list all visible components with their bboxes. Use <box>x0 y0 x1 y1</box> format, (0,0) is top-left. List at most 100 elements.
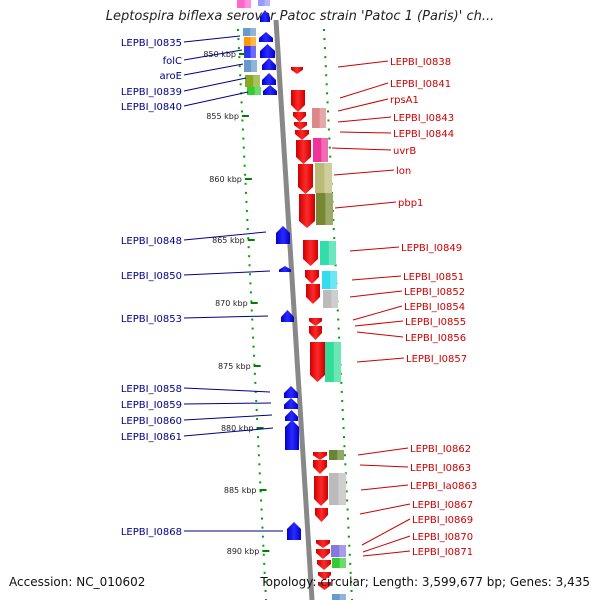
gene-label-right: LEPBI_I0841 <box>390 79 451 90</box>
gene-label-left: LEPBI_I0861 <box>121 432 182 443</box>
label-leader-line <box>183 427 274 437</box>
label-leader-line <box>339 131 392 134</box>
forward-gene-arrow <box>316 549 330 559</box>
forward-gene-arrow <box>314 476 328 506</box>
forward-gene-arrow <box>313 452 327 460</box>
label-leader-line <box>183 63 244 76</box>
gene-label-left: LEPBI_I0835 <box>121 38 182 49</box>
reverse-gene-arrow <box>285 420 299 450</box>
feature-box <box>244 46 256 58</box>
feature-box <box>244 60 257 72</box>
scale-tick: 875 kbp <box>218 362 261 371</box>
gene-label-right: LEPBI_I0856 <box>405 333 466 344</box>
gene-label-left: LEPBI_I0860 <box>121 416 182 427</box>
gene-label-left: LEPBI_I0868 <box>121 527 182 538</box>
forward-gene-arrow <box>309 326 322 340</box>
gene-label-right: LEPBI_I0838 <box>390 57 451 68</box>
gene-label-left: LEPBI_I0840 <box>121 102 182 113</box>
label-leader-line <box>333 169 395 176</box>
feature-box <box>258 0 270 6</box>
reverse-gene-arrow <box>279 266 291 272</box>
label-leader-line <box>349 290 403 298</box>
label-leader-line <box>356 331 404 338</box>
gene-label-right: rpsA1 <box>390 95 419 106</box>
feature-box <box>247 87 261 95</box>
feature-box <box>320 241 336 265</box>
forward-gene-arrow <box>315 508 328 522</box>
reverse-gene-arrow <box>262 58 276 70</box>
label-leader-line <box>354 320 404 327</box>
feature-box <box>329 450 344 460</box>
label-leader-line <box>360 484 409 491</box>
reverse-gene-arrow <box>287 522 301 540</box>
reverse-gene-arrow <box>284 398 298 409</box>
gene-label-right: LEPBI_I0849 <box>401 243 462 254</box>
forward-gene-arrow <box>317 560 331 570</box>
gene-label-right: LEPBI_I0855 <box>405 317 466 328</box>
forward-gene-arrow <box>296 140 311 164</box>
genome-backbone <box>273 19 315 600</box>
label-leader-line <box>339 82 389 99</box>
label-leader-line <box>183 387 271 393</box>
gene-label-right: LEPBI_I0844 <box>393 129 454 140</box>
gene-label-left: LEPBI_I0853 <box>121 314 182 325</box>
gene-label-right: LEPBI_I0843 <box>393 113 454 124</box>
gene-label-right: LEPBI_I0851 <box>403 272 464 283</box>
gene-label-right: LEPBI_I0869 <box>412 515 473 526</box>
feature-box <box>316 193 333 225</box>
scale-tick-label: 870 kbp <box>215 299 248 308</box>
gene-label-right: LEPBI_I0862 <box>410 444 471 455</box>
gene-label-right: LEPBI_I0871 <box>412 547 473 558</box>
gene-label-right: LEPBI_I0863 <box>410 463 471 474</box>
forward-gene-arrow <box>291 90 305 112</box>
feature-box <box>312 108 326 128</box>
topology-text: Topology: circular; Length: 3,599,677 bp… <box>260 575 590 589</box>
label-leader-line <box>183 270 271 276</box>
map-title: Leptospira biflexa serovar Patoc strain … <box>105 9 495 24</box>
gene-label-right: uvrB <box>393 146 416 157</box>
gene-label-right: pbp1 <box>398 198 423 209</box>
reverse-gene-arrow <box>284 386 298 398</box>
gene-label-right: LEPBI_I0854 <box>404 302 465 313</box>
label-leader-line <box>337 116 392 123</box>
label-leader-line <box>334 201 397 209</box>
feature-box <box>315 163 332 193</box>
forward-gene-arrow <box>291 67 303 74</box>
label-leader-line <box>359 503 411 515</box>
reverse-gene-arrow <box>281 310 294 322</box>
scale-tick: 880 kbp <box>221 424 264 433</box>
feature-box <box>323 290 338 308</box>
gene-label-right: lon <box>396 166 411 177</box>
feature-box <box>332 594 346 600</box>
label-leader-line <box>337 60 389 68</box>
gene-label-left: LEPBI_I0859 <box>121 400 182 411</box>
scale-tick: 855 kbp <box>206 112 249 121</box>
forward-gene-arrow <box>313 460 327 474</box>
reverse-gene-arrow <box>263 85 277 95</box>
scale-tick-label: 880 kbp <box>221 424 254 433</box>
gene-label-right: LEPBI_I0867 <box>412 500 473 511</box>
feature-box <box>331 545 346 557</box>
reverse-gene-arrow <box>260 44 275 58</box>
feature-box <box>313 138 328 162</box>
feature-box <box>332 558 346 568</box>
reverse-gene-arrow <box>285 410 298 421</box>
scale-tick-label: 850 kbp <box>203 50 236 59</box>
forward-gene-arrow <box>293 112 306 122</box>
label-leader-line <box>183 315 269 319</box>
scale-tick-label: 885 kbp <box>224 486 257 495</box>
label-leader-line <box>356 357 405 363</box>
feature-box <box>244 37 256 46</box>
label-leader-line <box>352 305 403 321</box>
gene-label-right: LEPBI_I0870 <box>412 532 473 543</box>
reverse-gene-arrow <box>276 226 290 244</box>
label-leader-line <box>349 246 400 252</box>
label-leader-line <box>357 447 409 456</box>
label-leader-line <box>183 49 243 61</box>
forward-gene-arrow <box>295 130 309 140</box>
feature-box <box>322 271 337 289</box>
reverse-gene-arrow <box>259 32 273 42</box>
gene-label-left: LEPBI_I0850 <box>121 271 182 282</box>
forward-gene-arrow <box>294 122 307 130</box>
gene-label-left: LEPBI_I0839 <box>121 87 182 98</box>
